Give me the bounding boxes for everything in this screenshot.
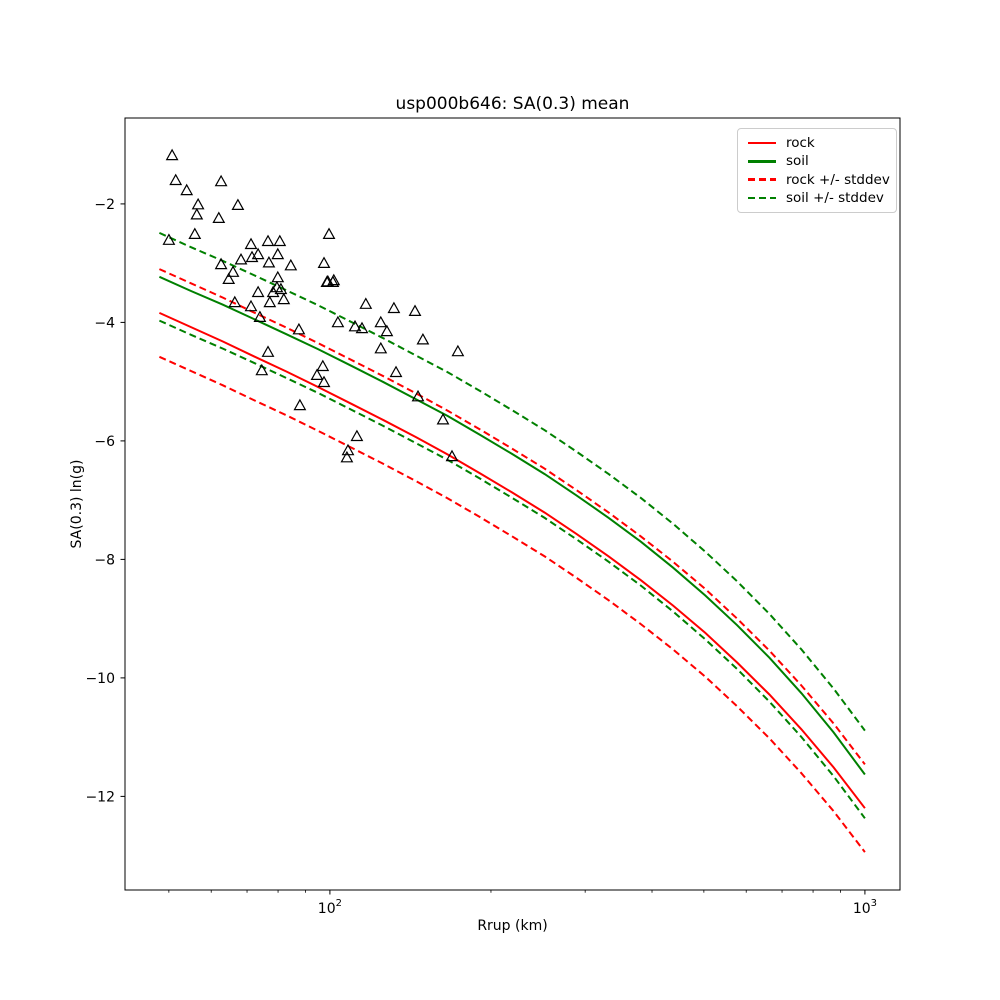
- y-tick-label: −4: [94, 315, 115, 331]
- legend-label: soil +/- stddev: [786, 189, 884, 206]
- scatter-point: [214, 174, 228, 187]
- scatter-point: [180, 183, 194, 196]
- y-tick-label: −2: [94, 197, 115, 213]
- scatter-point: [245, 250, 259, 263]
- scatter-point: [326, 275, 340, 287]
- legend-item: soil: [738, 152, 896, 170]
- legend-dashed-line-sample: [748, 196, 776, 200]
- rock-plus-stddev-line: [158, 268, 866, 766]
- scatter-point: [244, 237, 258, 250]
- y-tick-label: −10: [85, 671, 115, 687]
- scatter-point: [411, 389, 425, 402]
- soil-minus-stddev-line: [158, 319, 866, 819]
- rock-mean-line: [158, 311, 866, 809]
- x-tick-label: 102: [318, 898, 342, 917]
- scatter-point: [169, 173, 183, 186]
- x-tick-label: 103: [853, 898, 877, 917]
- scatter-point: [348, 319, 362, 332]
- legend-label: rock: [786, 135, 815, 152]
- scatter-point: [266, 285, 280, 298]
- legend-label: rock +/- stddev: [786, 171, 890, 188]
- scatter-point: [251, 247, 265, 260]
- legend-item: soil +/- stddev: [738, 189, 896, 207]
- scatter-point: [355, 321, 369, 334]
- scatter-point: [445, 449, 459, 462]
- scatter-point: [284, 258, 298, 271]
- legend-label: soil: [786, 153, 809, 170]
- scatter-point: [231, 198, 245, 210]
- scatter-point: [190, 207, 204, 220]
- scatter-point: [436, 412, 450, 425]
- scatter-point: [251, 285, 265, 298]
- y-axis-label: SA(0.3) ln(g): [69, 459, 85, 549]
- scatter-point: [162, 233, 176, 245]
- legend: rock soil rock +/- stddev soil +/- stddev: [737, 128, 897, 213]
- legend-line-sample: [748, 141, 776, 145]
- scatter-point: [273, 234, 287, 247]
- scatter-point: [234, 252, 248, 265]
- scatter-point: [228, 295, 242, 308]
- scatter-point: [244, 299, 258, 312]
- y-tick-label: −8: [94, 552, 115, 568]
- scatter-point: [331, 315, 345, 328]
- soil-mean-line: [158, 275, 866, 776]
- scatter-point: [212, 211, 226, 223]
- scatter-point: [389, 365, 403, 378]
- legend-line-sample: [748, 160, 776, 163]
- rock-minus-stddev-line: [158, 355, 866, 853]
- scatter-point: [261, 345, 275, 357]
- scatter-point: [253, 310, 267, 322]
- scatter-point: [374, 315, 388, 328]
- scatter-point: [226, 265, 240, 277]
- axes-frame: [124, 117, 901, 891]
- scatter-point: [292, 322, 306, 335]
- scatter-point: [263, 295, 277, 308]
- scatter-point: [451, 344, 465, 357]
- scatter-point: [310, 368, 324, 380]
- scatter-point: [255, 363, 269, 376]
- scatter-point: [359, 297, 373, 309]
- legend-dashed-line-sample: [748, 178, 776, 181]
- legend-item: rock +/- stddev: [738, 171, 896, 189]
- scatter-point: [222, 272, 236, 284]
- scatter-point: [316, 359, 330, 372]
- scatter-point: [214, 257, 228, 270]
- scatter-point: [416, 332, 430, 345]
- y-tick-label: −6: [94, 434, 115, 450]
- chart-title: usp000b646: SA(0.3) mean: [395, 94, 630, 114]
- scatter-point: [317, 256, 331, 268]
- scatter-point: [277, 292, 291, 305]
- y-tick-label: −12: [85, 789, 115, 805]
- scatter-point: [271, 247, 285, 260]
- scatter-point: [317, 375, 331, 388]
- scatter-point: [261, 234, 275, 247]
- scatter-point: [191, 197, 205, 210]
- scatter-point: [271, 270, 285, 283]
- scatter-point: [262, 255, 276, 268]
- scatter-point: [274, 282, 288, 295]
- scatter-point: [293, 398, 307, 411]
- scatter-point: [350, 429, 364, 442]
- scatter-point: [380, 324, 394, 337]
- legend-item: rock: [738, 134, 896, 152]
- scatter-point: [188, 227, 202, 239]
- x-axis-label: Rrup (km): [477, 918, 548, 934]
- scatter-point: [408, 304, 422, 316]
- soil-plus-stddev-line: [158, 231, 866, 732]
- scatter-point: [322, 227, 336, 239]
- scatter-point: [340, 450, 354, 463]
- scatter-point: [387, 301, 401, 314]
- scatter-point: [374, 341, 388, 354]
- scatter-point: [165, 148, 179, 161]
